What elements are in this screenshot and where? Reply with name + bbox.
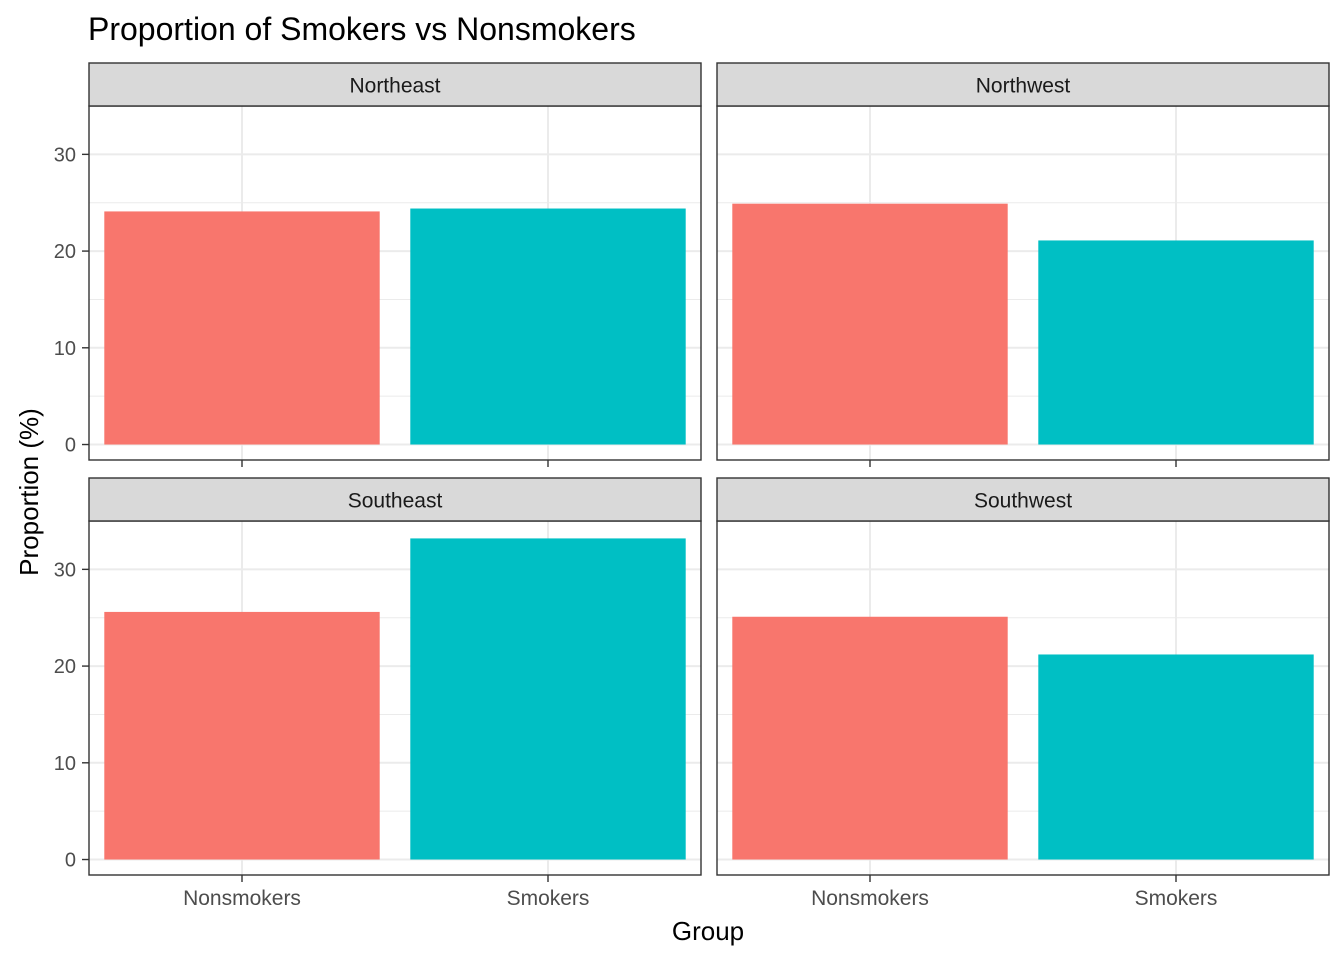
y-tick-label: 30 bbox=[54, 144, 76, 166]
x-tick-label: Nonsmokers bbox=[811, 887, 929, 910]
x-tick-label: Smokers bbox=[1135, 887, 1218, 910]
facet-strip bbox=[716, 477, 1330, 522]
y-tick-label: 30 bbox=[54, 559, 76, 581]
bar-southeast-nonsmokers bbox=[104, 611, 380, 860]
panels-layer: Northeast 0 10 20 30 Northwest Southeast 0 10 20 3… bbox=[54, 62, 1330, 910]
bar-northwest-nonsmokers bbox=[732, 203, 1008, 445]
bar-southwest-nonsmokers bbox=[732, 616, 1008, 860]
y-tick-label: 20 bbox=[54, 241, 76, 263]
y-tick-label: 20 bbox=[54, 656, 76, 678]
x-tick-label: Nonsmokers bbox=[183, 887, 301, 910]
x-tick-label: Smokers bbox=[507, 887, 590, 910]
y-tick-label: 0 bbox=[65, 850, 76, 872]
x-axis-label: Group bbox=[672, 916, 744, 946]
panel-southeast: Southeast 0 10 20 30 Nonsmokers Smokers bbox=[54, 477, 702, 910]
facet-strip bbox=[88, 477, 702, 522]
y-tick-label: 10 bbox=[54, 753, 76, 775]
y-tick-label: 10 bbox=[54, 338, 76, 360]
bar-southwest-smokers bbox=[1038, 654, 1314, 860]
panel-northwest: Northwest bbox=[716, 62, 1330, 467]
bar-northwest-smokers bbox=[1038, 240, 1314, 445]
bar-northeast-smokers bbox=[410, 208, 686, 445]
panel-southwest: Southwest Nonsmokers Smokers bbox=[716, 477, 1330, 910]
facet-strip bbox=[716, 62, 1330, 107]
bar-northeast-nonsmokers bbox=[104, 211, 380, 445]
chart-title: Proportion of Smokers vs Nonsmokers bbox=[88, 11, 636, 47]
facet-strip-label: Northwest bbox=[976, 75, 1071, 98]
facet-strip-label: Southeast bbox=[348, 490, 443, 513]
panel-northeast: Northeast 0 10 20 30 bbox=[54, 62, 702, 467]
facet-strip-label: Southwest bbox=[974, 490, 1072, 513]
facet-strip-label: Northeast bbox=[349, 75, 440, 98]
facet-strip bbox=[88, 62, 702, 107]
y-tick-label: 0 bbox=[65, 435, 76, 457]
bar-southeast-smokers bbox=[410, 538, 686, 860]
y-axis-label: Proportion (%) bbox=[14, 408, 44, 576]
